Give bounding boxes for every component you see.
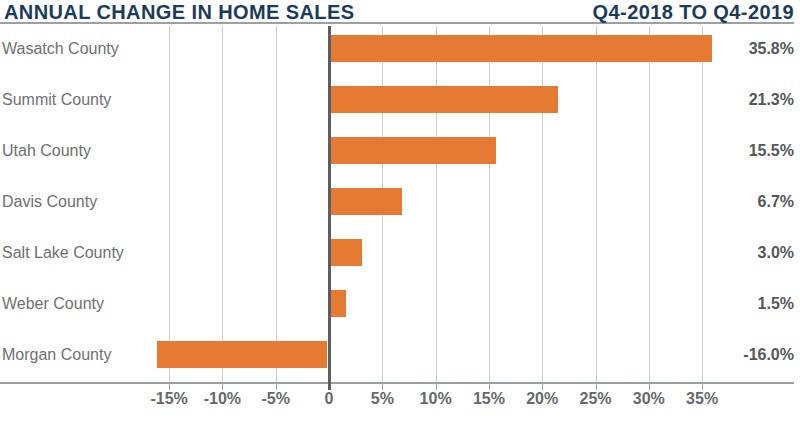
value-label: 15.5%	[704, 137, 794, 164]
chart-header: ANNUAL CHANGE IN HOME SALES Q4-2018 TO Q…	[0, 0, 794, 24]
x-axis-tick-labels: -15%-10%-5%05%10%15%20%25%30%35%	[0, 390, 800, 416]
category-label: Salt Lake County	[2, 239, 124, 266]
gridline	[542, 26, 543, 382]
category-label: Summit County	[2, 86, 111, 113]
bar-weber-county	[331, 290, 347, 317]
bar-wasatch-county	[331, 35, 713, 62]
gridline	[169, 26, 170, 382]
bar-davis-county	[331, 188, 402, 215]
category-label: Wasatch County	[2, 35, 119, 62]
gridline	[649, 26, 650, 382]
bar-salt-lake-county	[331, 239, 363, 266]
zero-axis-line	[328, 26, 331, 390]
value-label: 1.5%	[704, 290, 794, 317]
value-label: 6.7%	[704, 188, 794, 215]
chart-title: ANNUAL CHANGE IN HOME SALES	[4, 1, 354, 24]
plot-area: Wasatch County 35.8% Summit County 21.3% Uta…	[0, 26, 800, 382]
category-label: Weber County	[2, 290, 104, 317]
home-sales-chart: ANNUAL CHANGE IN HOME SALES Q4-2018 TO Q…	[0, 0, 800, 427]
value-label: 35.8%	[704, 35, 794, 62]
value-label: 3.0%	[704, 239, 794, 266]
gridline	[222, 26, 223, 382]
category-label: Morgan County	[2, 341, 111, 368]
bar-summit-county	[331, 86, 558, 113]
gridline	[489, 26, 490, 382]
x-tick-label: 35%	[662, 390, 742, 408]
chart-period-label: Q4-2018 TO Q4-2019	[593, 1, 794, 24]
gridline	[596, 26, 597, 382]
gridline	[276, 26, 277, 382]
x-axis-baseline	[0, 382, 794, 384]
value-label: 21.3%	[704, 86, 794, 113]
bar-morgan-county	[157, 341, 328, 368]
gridline	[702, 26, 703, 382]
category-label: Utah County	[2, 137, 91, 164]
gridline	[436, 26, 437, 382]
value-label: -16.0%	[704, 341, 794, 368]
bar-utah-county	[331, 137, 496, 164]
category-label: Davis County	[2, 188, 97, 215]
